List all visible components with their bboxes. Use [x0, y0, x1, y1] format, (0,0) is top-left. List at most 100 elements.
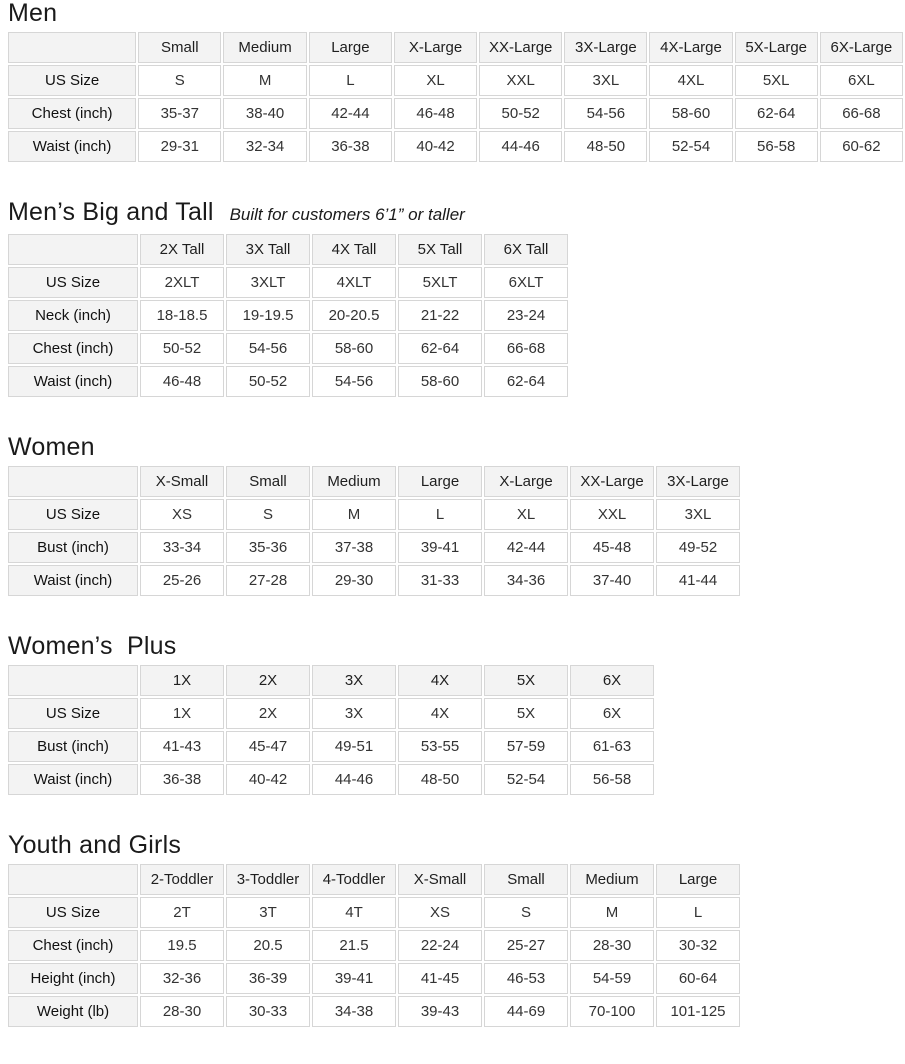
column-header-cell: Small — [226, 466, 310, 497]
row-label-cell: US Size — [8, 698, 138, 729]
table-row: Waist (inch) 25-26 27-28 29-30 31-33 34-36 37-… — [8, 565, 740, 596]
section-title-text: Men’s Big and Tall — [8, 198, 214, 226]
value-cell: 3T — [226, 897, 310, 928]
value-cell: 2XLT — [140, 267, 224, 298]
column-header-cell: Medium — [223, 32, 307, 63]
column-header-cell: Medium — [570, 864, 654, 895]
value-cell: 21.5 — [312, 930, 396, 961]
column-header-cell: XX-Large — [479, 32, 563, 63]
column-header-row: 2X Tall 3X Tall 4X Tall 5X Tall 6X Tall — [8, 234, 568, 265]
size-table-body: US Size 1X 2X 3X 4X 5X 6X Bust (inch) 41-43 45-47… — [8, 698, 654, 795]
section-womens-plus: Women’s Plus 1X 2X 3X 4X 5X 6X US Size 1X 2X 3X 4X 5… — [8, 633, 905, 797]
value-cell: 44-46 — [479, 131, 563, 162]
row-label-cell: Bust (inch) — [8, 532, 138, 563]
section-title-women: Women — [8, 434, 905, 460]
value-cell: 23-24 — [484, 300, 568, 331]
value-cell: 45-48 — [570, 532, 654, 563]
column-header-cell: 4-Toddler — [312, 864, 396, 895]
row-label-cell: US Size — [8, 499, 138, 530]
value-cell: 44-46 — [312, 764, 396, 795]
section-title-text: Youth and Girls — [8, 831, 182, 859]
value-cell: 48-50 — [398, 764, 482, 795]
column-header-cell: 3X Tall — [226, 234, 310, 265]
value-cell: 20.5 — [226, 930, 310, 961]
column-header-cell: Medium — [312, 466, 396, 497]
row-label-cell: Bust (inch) — [8, 731, 138, 762]
section-title-text: Women — [8, 433, 95, 461]
value-cell: 25-26 — [140, 565, 224, 596]
column-header-cell: 4X-Large — [649, 32, 733, 63]
row-label-cell: Waist (inch) — [8, 131, 137, 162]
value-cell: 60-64 — [656, 963, 740, 994]
value-cell: 46-48 — [393, 98, 478, 129]
value-cell: M — [223, 65, 307, 96]
column-header-row: 2-Toddler 3-Toddler 4-Toddler X-Small Small M… — [8, 864, 740, 895]
column-header-row: Small Medium Large X-Large XX-Large 3X-Large 4… — [8, 32, 903, 63]
value-cell: 28-30 — [140, 996, 224, 1027]
value-cell: 41-43 — [140, 731, 224, 762]
column-header-cell: X-Small — [140, 466, 224, 497]
value-cell: 54-56 — [564, 98, 648, 129]
row-label-cell: Chest (inch) — [8, 98, 137, 129]
value-cell: 2T — [140, 897, 224, 928]
value-cell: 42-44 — [484, 532, 568, 563]
column-header-cell: Small — [484, 864, 568, 895]
value-cell: 2X — [226, 698, 310, 729]
size-table-head: X-Small Small Medium Large X-Large XX-Large 3X… — [8, 466, 740, 497]
value-cell: 38-40 — [223, 98, 307, 129]
value-cell: 32-34 — [223, 131, 307, 162]
table-row: US Size 2T 3T 4T XS S M L — [8, 897, 740, 928]
value-cell: 3XL — [656, 499, 740, 530]
column-header-cell: 5X Tall — [398, 234, 482, 265]
value-cell: 62-64 — [398, 333, 482, 364]
value-cell: 60-62 — [819, 131, 903, 162]
section-men: Men Small Medium Large X-Large XX-Large 3X-Lar… — [8, 0, 905, 164]
table-row: US Size S M L XL XXL 3XL 4XL 5XL 6XL — [8, 65, 903, 96]
value-cell: XXL — [479, 65, 563, 96]
value-cell: 5XL — [734, 65, 818, 96]
table-row: Neck (inch) 18-18.5 19-19.5 20-20.5 21-22 23-… — [8, 300, 568, 331]
column-header-cell: Large — [308, 32, 392, 63]
row-label-cell: Height (inch) — [8, 963, 138, 994]
row-label-cell: Waist (inch) — [8, 366, 138, 397]
column-header-cell: 5X — [484, 665, 568, 696]
value-cell: 48-50 — [564, 131, 648, 162]
value-cell: 32-36 — [140, 963, 224, 994]
table-row: Chest (inch) 19.5 20.5 21.5 22-24 25-27 28-30 3… — [8, 930, 740, 961]
size-table-womens-plus: 1X 2X 3X 4X 5X 6X US Size 1X 2X 3X 4X 5X 6X Bust (inc… — [6, 663, 656, 797]
value-cell: S — [138, 65, 222, 96]
value-cell: 34-36 — [484, 565, 568, 596]
table-row: Height (inch) 32-36 36-39 39-41 41-45 46-53 54… — [8, 963, 740, 994]
value-cell: 6XLT — [484, 267, 568, 298]
value-cell: 70-100 — [570, 996, 654, 1027]
value-cell: 20-20.5 — [312, 300, 396, 331]
size-table-body: US Size XS S M L XL XXL 3XL Bust (inch) 33-34 35-3… — [8, 499, 740, 596]
row-label-cell: Waist (inch) — [8, 565, 138, 596]
row-label-cell: Neck (inch) — [8, 300, 138, 331]
value-cell: 45-47 — [226, 731, 310, 762]
table-row: Bust (inch) 41-43 45-47 49-51 53-55 57-59 61-6… — [8, 731, 654, 762]
row-label-cell: US Size — [8, 897, 138, 928]
section-women: Women X-Small Small Medium Large X-Large XX-La… — [8, 434, 905, 598]
value-cell: 22-24 — [398, 930, 482, 961]
section-title-men: Men — [8, 0, 905, 26]
value-cell: 49-51 — [312, 731, 396, 762]
size-table-youth-and-girls: 2-Toddler 3-Toddler 4-Toddler X-Small Small M… — [6, 862, 742, 1029]
value-cell: 54-56 — [226, 333, 310, 364]
value-cell: 21-22 — [398, 300, 482, 331]
value-cell: XS — [398, 897, 482, 928]
value-cell: XL — [393, 65, 478, 96]
column-header-cell: 3X-Large — [656, 466, 740, 497]
column-header-cell: 2-Toddler — [140, 864, 224, 895]
value-cell: 56-58 — [570, 764, 654, 795]
value-cell: 35-37 — [138, 98, 222, 129]
value-cell: 46-48 — [140, 366, 224, 397]
value-cell: 52-54 — [484, 764, 568, 795]
value-cell: 41-45 — [398, 963, 482, 994]
row-label-cell: Waist (inch) — [8, 764, 138, 795]
value-cell: 54-59 — [570, 963, 654, 994]
column-header-cell: 3X-Large — [564, 32, 648, 63]
corner-cell — [8, 864, 138, 895]
table-row: Waist (inch) 29-31 32-34 36-38 40-42 44-46 48-… — [8, 131, 903, 162]
